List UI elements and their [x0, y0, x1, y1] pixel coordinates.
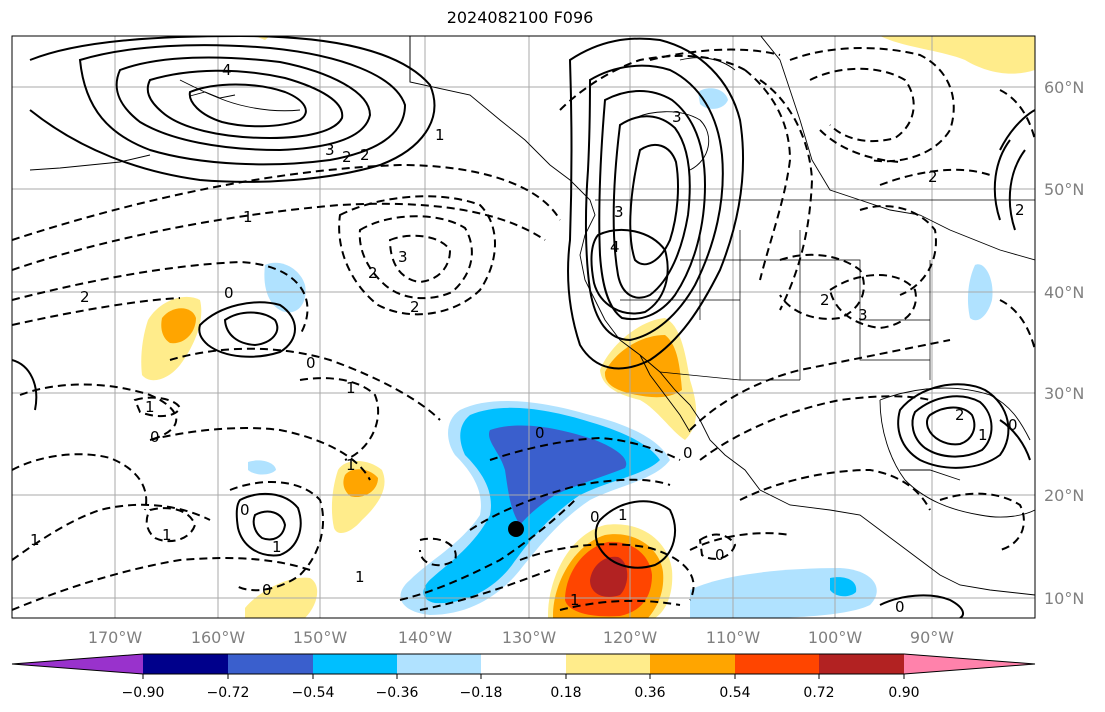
contour-label: 1	[162, 526, 172, 544]
colorbar-segment	[143, 654, 228, 674]
contour-label: 2	[360, 146, 370, 164]
colorbar-tick-label: 0.54	[719, 685, 750, 701]
colorbar-right-extension	[904, 654, 1035, 674]
contour-label: 1	[355, 568, 365, 586]
lat-label: 10°N	[1044, 589, 1084, 608]
lon-label: 110°W	[706, 628, 761, 647]
lat-label: 30°N	[1044, 384, 1084, 403]
contour-label: 0	[224, 284, 234, 302]
lon-label: 140°W	[398, 628, 453, 647]
contour-label: 4	[222, 61, 232, 79]
colorbar-tick-label: −0.54	[292, 685, 335, 701]
shade-pos-mid-central	[343, 469, 378, 498]
dashed-contours	[12, 47, 1035, 611]
contour-label: 0	[150, 428, 160, 446]
contour-label: 1	[145, 398, 155, 416]
lon-label: 100°W	[808, 628, 863, 647]
contour-label: 1	[435, 126, 445, 144]
contour-label: 3	[614, 203, 624, 221]
gridlines	[12, 36, 1035, 618]
contour-label: 3	[325, 141, 335, 159]
contour-label: 2	[410, 298, 420, 316]
colorbar-tick-label: 0.72	[803, 685, 834, 701]
colorbar-tick-label: 0.90	[888, 685, 919, 701]
lat-label: 60°N	[1044, 78, 1084, 97]
contour-label: 2	[928, 168, 938, 186]
lat-label: 40°N	[1044, 283, 1084, 302]
lon-label: 130°W	[502, 628, 557, 647]
latitude-labels: 60°N 50°N 40°N 30°N 20°N 10°N	[1044, 78, 1084, 608]
contour-label: 0	[535, 424, 545, 442]
contour-label: 1	[346, 379, 356, 397]
lon-label: 150°W	[293, 628, 348, 647]
colorbar-tick-label: 0.18	[550, 685, 581, 701]
contour-label: 3	[398, 248, 408, 266]
colorbar-segment	[735, 654, 819, 674]
colorbar-tick-label: −0.72	[207, 685, 250, 701]
contour-label: 0	[306, 354, 316, 372]
contour-label: 0	[895, 598, 905, 616]
contour-label: 0	[262, 581, 272, 599]
page-title: 2024082100 F096	[446, 8, 594, 27]
contour-label: 2	[342, 148, 352, 166]
contour-label: 2	[955, 406, 965, 424]
colorbar-left-extension	[12, 654, 143, 674]
shade-neg-strong	[488, 425, 627, 525]
contour-labels: 4 3 2 2 1 1 2 3 2 0 0 3 3 4 2 1 2 3 2 1 …	[30, 61, 1025, 616]
lon-label: 120°W	[603, 628, 658, 647]
contour-label: 1	[243, 208, 253, 226]
colorbar-segment	[313, 654, 397, 674]
shade-neg-weak-small	[248, 460, 276, 475]
shade-pos-mid-west	[161, 308, 196, 344]
shade-pos-extreme-tropic	[590, 556, 628, 597]
colorbar-segment	[397, 654, 481, 674]
lat-label: 50°N	[1044, 180, 1084, 199]
colorbar-segment	[566, 654, 650, 674]
colorbar-tick-label: −0.36	[376, 685, 419, 701]
solid-contours	[12, 36, 1035, 618]
shade-neg-weak-hawaii	[264, 262, 306, 313]
colorbar-segment	[228, 654, 313, 674]
longitude-labels: 170°W 160°W 150°W 140°W 130°W 120°W 110°…	[88, 628, 954, 647]
contour-label: 1	[618, 506, 628, 524]
colorbar-segment	[481, 654, 566, 674]
contour-label: 0	[715, 546, 725, 564]
contour-label: 3	[858, 306, 868, 324]
contour-label: 1	[570, 591, 580, 609]
lon-label: 90°W	[910, 628, 954, 647]
contour-label: 2	[80, 288, 90, 306]
storm-position-marker	[508, 521, 524, 537]
contour-label: 0	[590, 508, 600, 526]
shade-pos-weak-ne	[880, 36, 1035, 74]
contour-label: 2	[368, 264, 378, 282]
contour-label: 3	[672, 108, 682, 126]
lon-label: 170°W	[88, 628, 143, 647]
negative-shading	[248, 88, 993, 618]
colorbar-tick-label: −0.18	[460, 685, 503, 701]
lon-label: 160°W	[191, 628, 246, 647]
contour-label: 1	[978, 426, 988, 444]
contour-label: 4	[610, 238, 620, 256]
colorbar-tick-label: 0.36	[634, 685, 665, 701]
contour-label: 2	[820, 291, 830, 309]
contour-label: 2	[1015, 201, 1025, 219]
colorbar: −0.90 −0.72 −0.54 −0.36 −0.18 0.18 0.36 …	[11, 653, 1036, 701]
contour-label: 0	[1008, 416, 1018, 434]
map-area: 4 3 2 2 1 1 2 3 2 0 0 3 3 4 2 1 2 3 2 1 …	[12, 36, 1035, 618]
shade-neg-mid-east	[830, 577, 857, 597]
colorbar-segment	[819, 654, 904, 674]
coastlines	[29, 36, 1035, 596]
contour-label: 0	[683, 444, 693, 462]
contour-label: 1	[346, 456, 356, 474]
contour-label: 1	[30, 531, 40, 549]
contour-label: 1	[272, 538, 282, 556]
map-frame	[11, 35, 1036, 619]
lat-label: 20°N	[1044, 486, 1084, 505]
contour-label: 0	[240, 501, 250, 519]
colorbar-segment	[650, 654, 735, 674]
colorbar-tick-label: −0.90	[122, 685, 165, 701]
